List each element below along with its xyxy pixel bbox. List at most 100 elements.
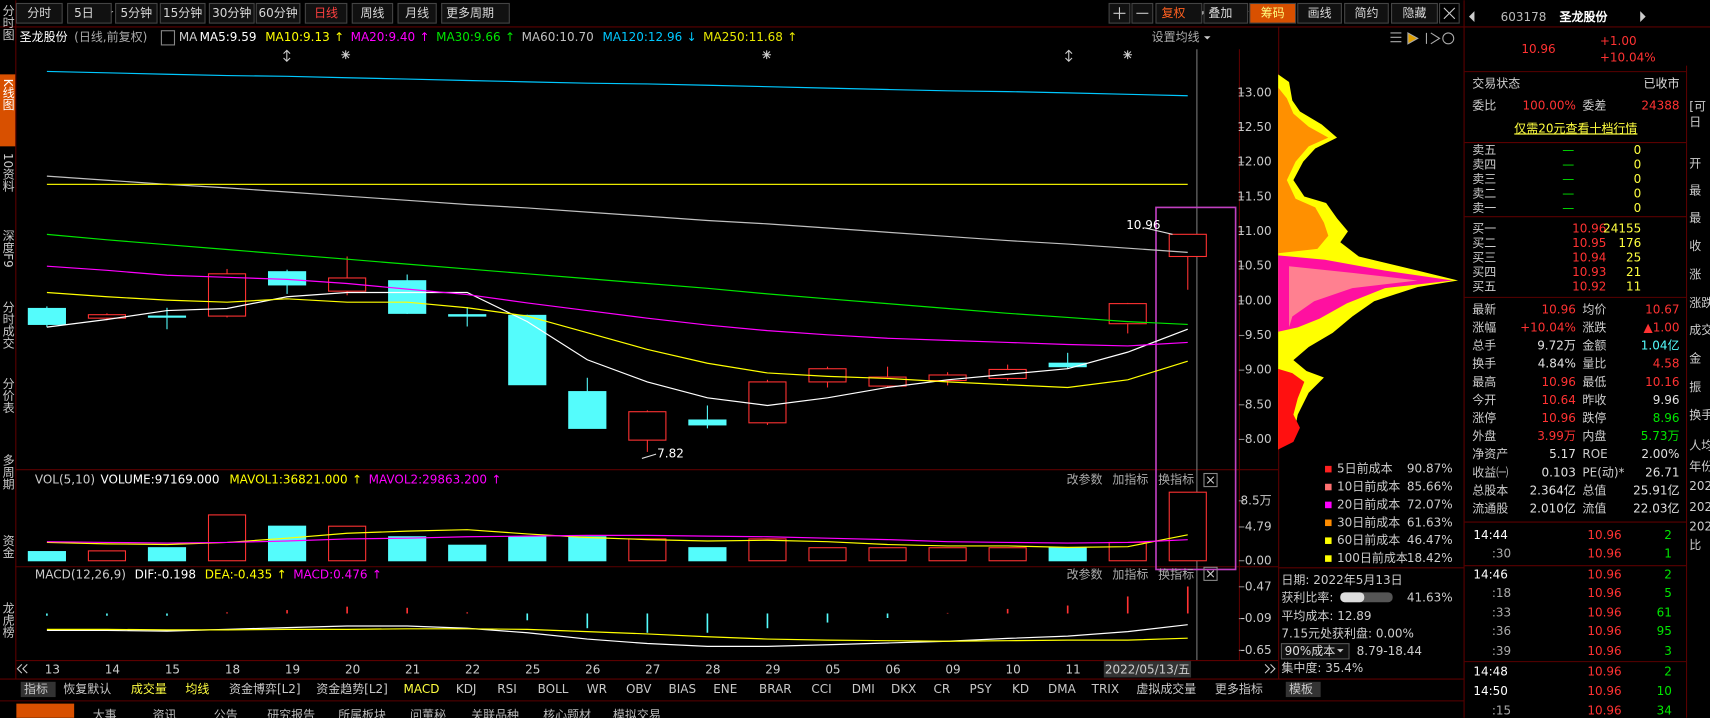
period-label[interactable]: 月线 <box>405 6 429 20</box>
window-buttons[interactable] <box>16 2 1646 674</box>
panel-button[interactable]: 加指标 <box>1112 472 1148 487</box>
indicator-tab[interactable]: 均线 <box>185 682 209 696</box>
period-label[interactable]: 30分钟 <box>212 5 251 20</box>
indicator-tab[interactable]: TRIX <box>1091 682 1119 696</box>
bottom-tab[interactable]: 大事 <box>93 708 117 718</box>
volume-bar <box>267 525 307 562</box>
side-tab[interactable]: 分时图 <box>1 4 15 40</box>
period-button[interactable] <box>67 2 112 24</box>
chip-icons[interactable] <box>1390 31 1455 45</box>
side-tab[interactable]: 多周期 <box>1 453 15 489</box>
indicator-tab[interactable]: 成交量 <box>131 681 167 696</box>
period-button[interactable] <box>255 2 301 24</box>
tool-label[interactable]: 简约 <box>1354 5 1378 20</box>
tool-button[interactable] <box>1203 2 1249 24</box>
bottom-tab[interactable]: 关联品种 <box>471 708 519 718</box>
cost-select[interactable]: 90%成本 <box>1285 644 1336 658</box>
side-tab[interactable]: 分价表 <box>1 377 15 413</box>
indicator-tab[interactable]: DKX <box>891 682 916 696</box>
y-tick-label: -0.65 <box>1241 643 1272 657</box>
panel-button[interactable]: 换指标 <box>1158 566 1194 581</box>
indicator-tab[interactable]: 更多指标 <box>1215 681 1263 696</box>
tool-button[interactable] <box>1344 2 1389 24</box>
tool-button[interactable] <box>1297 2 1342 24</box>
tool-label[interactable]: 画线 <box>1308 6 1332 20</box>
tool-label[interactable]: 叠加 <box>1208 6 1232 20</box>
indicator-tab[interactable]: RSI <box>497 682 516 696</box>
bottom-active-tab[interactable] <box>16 703 75 718</box>
period-label[interactable]: 日线 <box>314 6 338 20</box>
indicator-tab[interactable]: BIAS <box>669 682 697 696</box>
indicator-tab[interactable]: DMI <box>852 682 875 696</box>
period-label[interactable]: 5日 <box>74 6 94 20</box>
bottom-tab[interactable]: 资讯 <box>153 708 177 718</box>
panel-button[interactable]: 改参数 <box>1067 566 1103 581</box>
tool-label[interactable]: 隐藏 <box>1402 6 1426 20</box>
period-label[interactable]: 更多周期 <box>446 6 494 20</box>
period-button[interactable] <box>441 2 510 24</box>
candle-body <box>748 381 787 424</box>
quote-link[interactable]: 仅需20元查看十档行情 <box>1514 121 1637 135</box>
indicator-tab[interactable]: KDJ <box>456 682 477 696</box>
edge-text: 涨跌 <box>1689 295 1710 310</box>
panel-button[interactable]: 换指标 <box>1158 472 1194 487</box>
indicator-tab[interactable]: KD <box>1012 682 1029 696</box>
indicator-tab[interactable]: ENE <box>713 682 737 696</box>
indicator-tab[interactable]: PSY <box>970 682 993 696</box>
period-button[interactable] <box>15 2 63 24</box>
stat-value: 9.96 <box>1653 393 1680 407</box>
period-label[interactable]: 5分钟 <box>121 5 153 20</box>
x-tick-label: 11 <box>1066 662 1081 676</box>
cost-select[interactable] <box>1280 643 1350 660</box>
tool-button[interactable] <box>1155 2 1203 24</box>
period-button[interactable] <box>208 2 255 24</box>
period-button[interactable] <box>397 2 437 24</box>
bottom-tab[interactable]: 模拟交易 <box>613 707 661 718</box>
period-label[interactable]: 60分钟 <box>258 5 297 20</box>
indicator-tab[interactable]: 虚拟成交量 <box>1136 681 1196 696</box>
panel-button[interactable]: 加指标 <box>1112 566 1148 581</box>
period-label[interactable]: 15分钟 <box>163 5 202 20</box>
side-tab[interactable]: 深度F9 <box>1 229 15 268</box>
y-tick-label: 0.00 <box>1245 553 1272 567</box>
period-label[interactable]: 周线 <box>360 6 384 20</box>
indicator-tab[interactable]: WR <box>587 682 607 696</box>
indicator-tab[interactable]: MACD <box>404 682 440 696</box>
volume-bar <box>508 536 547 562</box>
indicator-tab[interactable]: 资金趋势[L2] <box>316 681 388 696</box>
bottom-tab[interactable]: 核心题材 <box>543 708 591 718</box>
panel-button[interactable]: 改参数 <box>1067 472 1103 487</box>
ma-setting[interactable]: 设置均线 <box>1152 30 1200 44</box>
period-button[interactable] <box>159 2 206 24</box>
bottom-tab[interactable]: 问董秘 <box>410 708 446 718</box>
indicator-tab[interactable]: CR <box>934 682 951 696</box>
period-button[interactable] <box>304 2 348 24</box>
indicator-tab[interactable]: 模板 <box>1289 682 1313 696</box>
period-button[interactable] <box>115 2 158 24</box>
tool-button[interactable] <box>1249 2 1297 24</box>
side-tab[interactable]: 10资料 <box>1 153 15 192</box>
trade-volume: 2 <box>1664 567 1672 581</box>
period-button[interactable] <box>351 2 394 24</box>
side-tab[interactable]: 分时成交 <box>1 301 15 350</box>
indicator-tab[interactable]: DMA <box>1048 682 1077 696</box>
period-label[interactable]: 分时 <box>27 6 51 20</box>
indicator-tab[interactable]: CCI <box>811 682 831 696</box>
book-volume: 0 <box>1634 186 1642 200</box>
side-tab[interactable]: 龙虎榜 <box>1 602 15 639</box>
tool-label[interactable]: 筹码 <box>1261 6 1285 20</box>
bottom-tab[interactable]: 研究报告 <box>267 707 315 718</box>
indicator-tab[interactable]: BRAR <box>759 682 792 696</box>
indicator-tab[interactable]: 指标 <box>24 681 48 696</box>
bottom-tab[interactable]: 公告 <box>214 708 238 718</box>
indicator-tab[interactable]: BOLL <box>538 682 569 696</box>
tool-label[interactable]: 复权 <box>1161 6 1185 20</box>
indicator-tab[interactable]: 恢复默认 <box>63 681 111 696</box>
side-tab[interactable]: K线图 <box>1 79 15 111</box>
indicator-tab[interactable]: OBV <box>626 682 652 696</box>
side-tab[interactable]: 资金 <box>1 534 15 558</box>
tool-button[interactable] <box>1391 2 1438 24</box>
indicator-tab[interactable]: 资金博弈[L2] <box>229 681 301 696</box>
bottom-tab[interactable]: 所属板块 <box>338 708 386 718</box>
